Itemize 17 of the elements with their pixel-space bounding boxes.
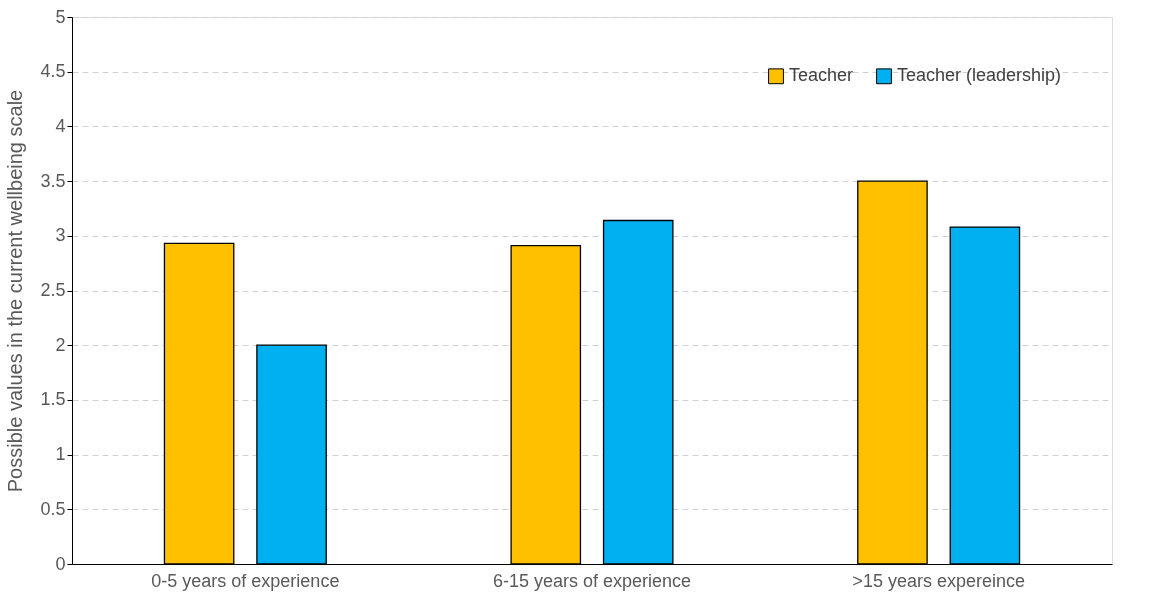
y-axis-title: Possible values in the current wellbeing scale bbox=[4, 89, 27, 493]
y-tick-label: 3.5 bbox=[40, 170, 66, 191]
x-tick-label: 6-15 years of experience bbox=[492, 570, 692, 591]
y-tick-label: 0 bbox=[55, 553, 66, 574]
y-tick-label: 2.5 bbox=[40, 280, 66, 300]
y-tick-label: 5 bbox=[55, 6, 66, 27]
x-tick-label: 0-5 years of experience bbox=[151, 570, 340, 591]
y-tick-label: 1.5 bbox=[40, 389, 66, 410]
y-tick-label: 0.5 bbox=[40, 498, 66, 519]
x-tick-label: >15 years expereince bbox=[852, 570, 1025, 591]
y-tick-label: 3 bbox=[55, 225, 66, 246]
y-tick-label: 4 bbox=[55, 115, 66, 136]
y-tick-label: 2 bbox=[55, 334, 66, 355]
legend-label: Teacher (leadership) bbox=[897, 65, 1062, 86]
y-tick-label: 1 bbox=[55, 444, 66, 465]
y-tick-label: 4.5 bbox=[40, 61, 66, 82]
legend-label: Teacher bbox=[789, 65, 854, 86]
